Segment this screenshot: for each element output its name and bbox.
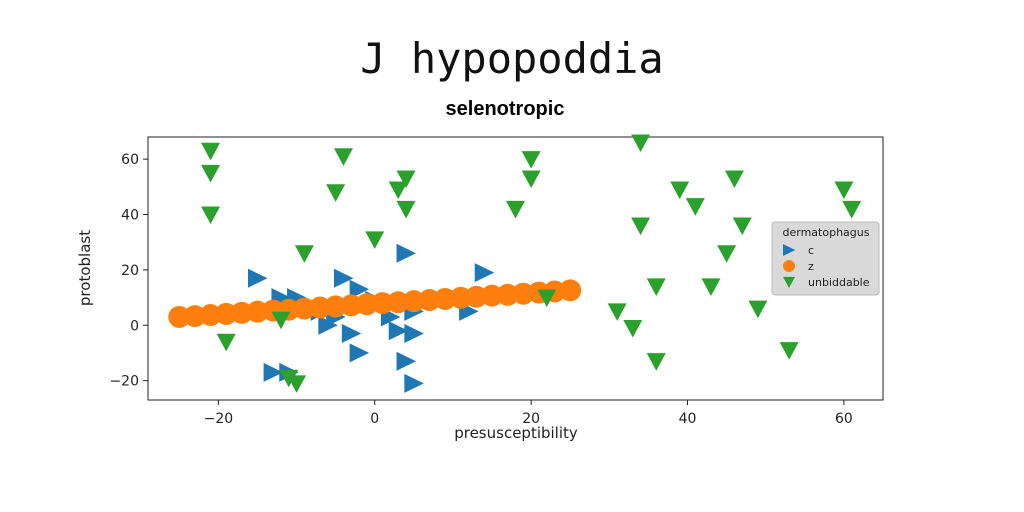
page-title: J hypopoddia bbox=[360, 34, 664, 83]
legend-label-z: z bbox=[808, 260, 814, 273]
data-point-c bbox=[396, 243, 417, 263]
data-point-z bbox=[340, 294, 363, 317]
y-tick-label: 20 bbox=[121, 263, 139, 279]
data-point-unbiddable bbox=[670, 181, 690, 200]
data-point-c bbox=[474, 263, 495, 283]
data-point-unbiddable bbox=[631, 134, 651, 153]
data-point-z bbox=[293, 297, 316, 320]
data-point-unbiddable bbox=[646, 353, 666, 371]
data-point-z bbox=[183, 305, 206, 328]
data-point-unbiddable bbox=[326, 184, 346, 202]
legend-label-unbiddable: unbiddable bbox=[808, 276, 870, 289]
data-point-unbiddable bbox=[779, 342, 799, 360]
legend: dermatophagus cz unbiddable bbox=[771, 221, 880, 296]
x-tick-label: 40 bbox=[679, 411, 697, 427]
data-point-unbiddable bbox=[201, 142, 221, 161]
data-point-z bbox=[449, 286, 472, 309]
data-point-unbiddable bbox=[748, 300, 768, 319]
data-point-z bbox=[512, 282, 535, 305]
series-z bbox=[168, 279, 582, 328]
data-point-z bbox=[481, 284, 504, 307]
data-point-c bbox=[333, 268, 354, 288]
data-point-unbiddable bbox=[216, 333, 236, 352]
data-point-unbiddable bbox=[623, 319, 643, 338]
data-point-unbiddable bbox=[201, 164, 221, 183]
legend-marker-c bbox=[783, 244, 796, 256]
data-point-c bbox=[247, 268, 268, 288]
data-point-unbiddable bbox=[287, 375, 307, 393]
legend-label-c: c bbox=[808, 244, 814, 257]
data-point-unbiddable bbox=[201, 206, 221, 225]
data-point-unbiddable bbox=[333, 148, 353, 166]
data-point-z bbox=[434, 287, 457, 310]
chart-subtitle: selenotropic bbox=[446, 98, 565, 120]
data-point-c bbox=[349, 279, 370, 299]
x-tick-label: 20 bbox=[522, 411, 540, 427]
y-tick-label: 60 bbox=[121, 152, 139, 168]
y-tick-label: 40 bbox=[121, 208, 139, 224]
data-point-unbiddable bbox=[834, 181, 854, 200]
data-point-unbiddable bbox=[396, 170, 416, 189]
data-point-unbiddable bbox=[701, 278, 721, 296]
y-axis-label: protoblast bbox=[76, 230, 94, 306]
data-point-unbiddable bbox=[271, 311, 291, 330]
data-point-z bbox=[559, 279, 582, 302]
data-point-unbiddable bbox=[521, 151, 541, 169]
y-tick-label: 0 bbox=[130, 318, 139, 334]
data-point-z bbox=[168, 305, 191, 328]
y-tick-label: −20 bbox=[109, 374, 139, 390]
data-point-c bbox=[318, 315, 338, 335]
data-point-z bbox=[230, 301, 253, 324]
data-point-z bbox=[199, 304, 222, 327]
data-point-unbiddable bbox=[294, 245, 314, 263]
data-point-z bbox=[215, 302, 238, 325]
data-point-unbiddable bbox=[646, 278, 666, 296]
data-point-c bbox=[396, 351, 417, 371]
legend-box bbox=[771, 221, 880, 296]
data-point-unbiddable bbox=[396, 200, 416, 219]
data-point-unbiddable bbox=[365, 231, 385, 249]
plot-area bbox=[147, 136, 884, 401]
x-tick-label: 60 bbox=[835, 411, 853, 427]
data-point-z bbox=[496, 283, 519, 306]
data-point-unbiddable bbox=[521, 170, 541, 189]
data-point-c bbox=[404, 373, 424, 393]
data-point-c bbox=[341, 324, 362, 344]
legend-title: dermatophagus bbox=[783, 226, 870, 239]
data-point-unbiddable bbox=[842, 200, 862, 219]
data-point-unbiddable bbox=[388, 181, 408, 200]
data-point-z bbox=[309, 296, 332, 319]
data-point-unbiddable bbox=[279, 369, 299, 388]
data-point-unbiddable bbox=[631, 217, 651, 236]
x-tick-label: 0 bbox=[370, 411, 379, 427]
data-point-z bbox=[402, 290, 425, 313]
data-point-unbiddable bbox=[506, 200, 525, 219]
data-point-unbiddable bbox=[717, 245, 737, 263]
data-point-c bbox=[349, 343, 370, 363]
data-point-c bbox=[404, 324, 424, 344]
data-point-z bbox=[371, 292, 394, 315]
data-marks bbox=[168, 134, 862, 393]
data-point-z bbox=[465, 285, 488, 308]
legend-entries: cz unbiddable bbox=[783, 244, 870, 289]
legend-marker-unbiddable bbox=[783, 276, 795, 288]
axis-ticks: −20 0 20 40 60 −20 0 20 40 60 bbox=[109, 152, 852, 427]
x-axis-label: presusceptibility bbox=[454, 424, 578, 442]
data-point-unbiddable bbox=[685, 198, 705, 216]
data-point-z bbox=[324, 295, 347, 318]
data-point-z bbox=[387, 291, 410, 314]
data-point-z bbox=[355, 293, 378, 316]
data-point-z bbox=[246, 300, 269, 323]
series-unbiddable bbox=[201, 134, 862, 393]
x-tick-label: −20 bbox=[204, 411, 234, 427]
data-point-c bbox=[263, 362, 284, 382]
data-point-unbiddable bbox=[607, 303, 627, 321]
data-point-unbiddable bbox=[732, 217, 752, 236]
legend-marker-z bbox=[783, 260, 795, 272]
data-point-c bbox=[388, 321, 409, 341]
data-point-unbiddable bbox=[724, 170, 744, 189]
data-point-unbiddable bbox=[537, 289, 557, 308]
data-point-z bbox=[418, 289, 441, 312]
